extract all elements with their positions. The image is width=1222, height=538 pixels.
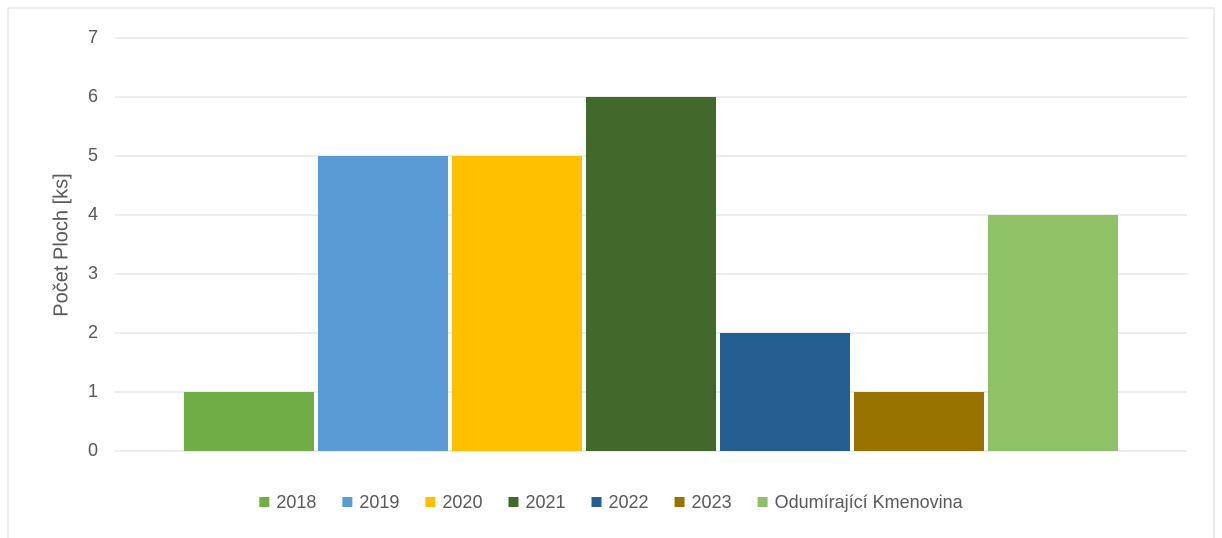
y-tick-label: 6 xyxy=(88,86,98,106)
legend-label: 2018 xyxy=(276,492,316,512)
bar xyxy=(452,156,582,451)
y-tick-label: 7 xyxy=(88,27,98,47)
bar xyxy=(184,392,314,451)
y-tick-label: 1 xyxy=(88,381,98,401)
y-tick-label: 3 xyxy=(88,263,98,283)
legend-swatch xyxy=(757,497,768,507)
y-tick-label: 2 xyxy=(88,322,98,342)
legend-label: Odumírající Kmenovina xyxy=(775,492,964,512)
y-tick-label: 5 xyxy=(88,145,98,165)
y-tick-label: 0 xyxy=(88,440,98,460)
y-tick-label: 4 xyxy=(88,204,98,224)
legend-label: 2020 xyxy=(442,492,482,512)
legend-label: 2019 xyxy=(359,492,399,512)
bar xyxy=(318,156,448,451)
legend-swatch xyxy=(591,497,602,507)
bar xyxy=(720,333,850,451)
bar xyxy=(854,392,984,451)
bar xyxy=(988,215,1118,451)
legend-swatch xyxy=(259,497,270,507)
legend-swatch xyxy=(508,497,519,507)
legend-label: 2023 xyxy=(692,492,732,512)
legend-swatch xyxy=(674,497,685,507)
y-axis-label: Počet Ploch [ks] xyxy=(50,173,72,316)
legend-swatch xyxy=(425,497,436,507)
legend-label: 2022 xyxy=(609,492,649,512)
legend-swatch xyxy=(342,497,353,507)
bar xyxy=(586,97,716,451)
legend-label: 2021 xyxy=(525,492,565,512)
